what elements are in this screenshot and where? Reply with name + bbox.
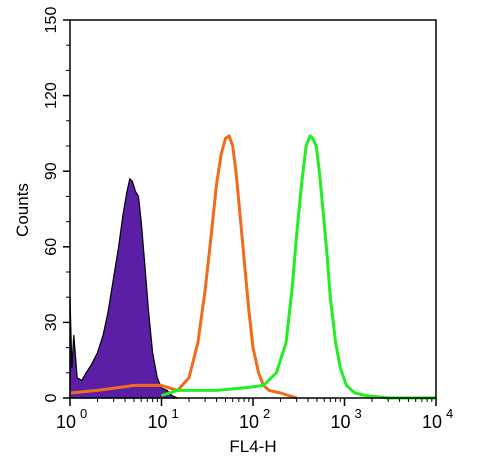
- y-tick-label: 60: [43, 238, 60, 256]
- x-tick-exponent: 1: [172, 406, 179, 421]
- axes: 0 30 60 90 120 150 10 0 10 1 10 2 10 3 10 4: [43, 7, 453, 432]
- y-tick-label: 150: [43, 7, 60, 34]
- x-axis-label: FL4-H: [229, 437, 276, 456]
- x-tick-label: 10: [56, 412, 76, 432]
- plot-area: [69, 134, 436, 400]
- series-3-line: [161, 134, 436, 400]
- y-tick-label: 120: [43, 82, 60, 109]
- x-tick-exponent: 3: [355, 406, 362, 421]
- x-tick-label: 10: [422, 412, 442, 432]
- series-2-line: [69, 134, 298, 400]
- series-1-area: [69, 177, 178, 399]
- x-tick-label: 10: [330, 412, 350, 432]
- y-axis-label: Counts: [13, 183, 32, 237]
- y-tick-label: 90: [43, 162, 60, 180]
- x-tick-label: 10: [147, 412, 167, 432]
- x-tick-exponent: 0: [80, 406, 87, 421]
- y-tick-label: 0: [43, 393, 60, 402]
- x-tick-exponent: 4: [446, 406, 453, 421]
- x-tick-exponent: 2: [263, 406, 270, 421]
- x-tick-label: 10: [239, 412, 259, 432]
- y-tick-label: 30: [43, 313, 60, 331]
